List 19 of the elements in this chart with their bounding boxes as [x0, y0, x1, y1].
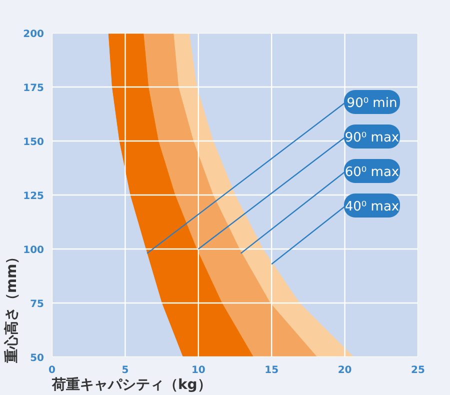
x-tick-label: 25	[411, 365, 425, 376]
annotation: 90⁰ max	[344, 130, 400, 146]
y-tick-label: 200	[23, 29, 44, 40]
x-tick-label: 0	[48, 365, 56, 376]
y-tick-label: 175	[23, 83, 44, 94]
y-tick-label: 125	[23, 191, 44, 202]
x-tick-label: 5	[122, 365, 129, 376]
x-axis-title: 荷重キャパシティ（kg）	[51, 377, 212, 393]
annotation: 40⁰ max	[344, 200, 400, 214]
y-tick-label: 150	[23, 137, 44, 148]
x-tick-label: 10	[191, 365, 206, 376]
x-tick-label: 15	[264, 365, 279, 376]
annotation: 90⁰ min	[346, 96, 398, 111]
y-axis-title: 重心高さ（mm）	[3, 250, 20, 364]
x-tick-label: 20	[338, 365, 352, 376]
y-tick-label: 100	[23, 245, 44, 256]
y-tick-label: 50	[30, 353, 44, 364]
annotation: 60⁰ max	[344, 165, 400, 180]
y-tick-label: 75	[30, 299, 44, 310]
